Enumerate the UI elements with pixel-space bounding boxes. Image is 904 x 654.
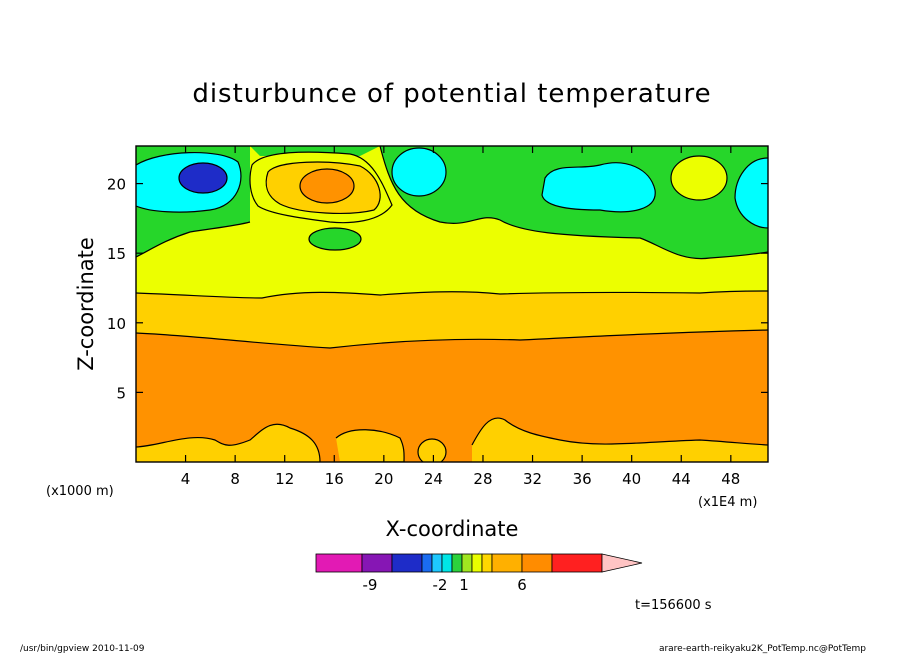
colorbar-swatch bbox=[491, 553, 523, 573]
y-tick-label: 15 bbox=[107, 245, 126, 263]
colorbar-label: 6 bbox=[517, 576, 527, 594]
y-tick-label: 5 bbox=[116, 384, 126, 402]
band-level-3-4 bbox=[472, 418, 768, 462]
colorbar-swatch bbox=[481, 553, 493, 573]
band-level-2-3 bbox=[671, 156, 727, 200]
footer-right: arare-earth-reikyaku2K_PotTemp.nc@PotTem… bbox=[659, 644, 866, 654]
footer-left: /usr/bin/gpview 2010-11-09 bbox=[20, 644, 145, 654]
x-tick-label: 24 bbox=[424, 470, 443, 488]
x-unit-label: (x1000 m) bbox=[46, 484, 114, 499]
band-level-0-1 bbox=[735, 158, 768, 228]
x-tick-label: 28 bbox=[473, 470, 492, 488]
band-level-0-1 bbox=[392, 148, 446, 196]
colorbar-swatch bbox=[361, 553, 393, 573]
x-tick-label: 12 bbox=[275, 470, 294, 488]
colorbar-swatch bbox=[471, 553, 483, 573]
band-level-4-6 bbox=[300, 169, 354, 203]
colorbar-swatch bbox=[441, 553, 453, 573]
band-level-3-4 bbox=[336, 429, 405, 462]
y-axis: 5 10 15 20 bbox=[107, 176, 768, 402]
colorbar-swatch bbox=[451, 553, 463, 573]
y-tick-label: 10 bbox=[107, 315, 126, 333]
colorbar: -9 -2 1 6 bbox=[315, 553, 643, 594]
band-level-0-1 bbox=[542, 162, 656, 212]
colorbar-label: 1 bbox=[459, 576, 469, 594]
chart-title: disturbunce of potential temperature bbox=[192, 79, 711, 109]
x-tick-label: 20 bbox=[374, 470, 393, 488]
colorbar-swatch bbox=[461, 553, 473, 573]
colorbar-label: -9 bbox=[363, 576, 378, 594]
x-tick-label: 8 bbox=[230, 470, 240, 488]
colorbar-swatch bbox=[315, 553, 363, 573]
x-tick-label: 44 bbox=[672, 470, 691, 488]
y-tick-label: 20 bbox=[107, 176, 126, 194]
x-tick-label: 4 bbox=[181, 470, 191, 488]
colorbar-swatch bbox=[431, 553, 443, 573]
y-axis-title: Z-coordinate bbox=[74, 237, 98, 371]
plot-frame bbox=[135, 145, 769, 463]
x-scale-label: (x1E4 m) bbox=[698, 495, 757, 510]
colorbar-swatch bbox=[421, 553, 433, 573]
band-level-1-2 bbox=[309, 228, 361, 250]
colorbar-label: -2 bbox=[433, 576, 448, 594]
colorbar-swatch bbox=[521, 553, 553, 573]
colorbar-swatch bbox=[391, 553, 423, 573]
x-tick-label: 32 bbox=[523, 470, 542, 488]
band-level-3-4 bbox=[136, 424, 320, 462]
x-axis-title: X-coordinate bbox=[386, 517, 519, 541]
time-label: t=156600 s bbox=[635, 598, 712, 613]
colorbar-swatch bbox=[551, 553, 603, 573]
x-tick-label: 36 bbox=[573, 470, 592, 488]
band-level-3-4 bbox=[418, 439, 446, 462]
x-tick-label: 48 bbox=[721, 470, 740, 488]
plot-area bbox=[136, 146, 768, 462]
band-level-neg bbox=[179, 163, 227, 193]
contour-lines bbox=[136, 146, 768, 462]
x-axis: 4 8 12 16 20 24 28 32 36 40 44 48 bbox=[181, 146, 740, 488]
colorbar-arrow bbox=[601, 553, 643, 573]
x-tick-label: 40 bbox=[622, 470, 641, 488]
x-tick-label: 16 bbox=[325, 470, 344, 488]
